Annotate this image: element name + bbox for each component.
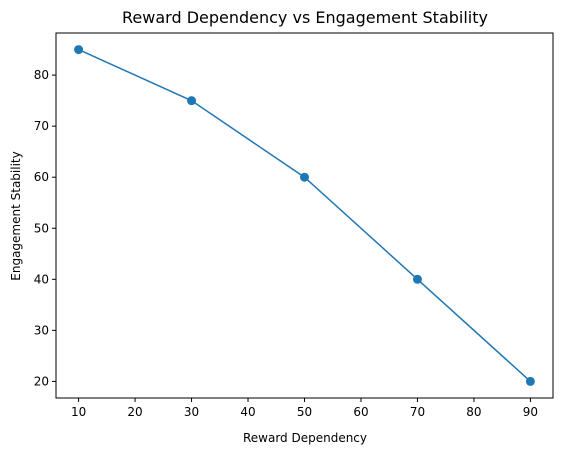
x-tick-label: 90: [523, 405, 538, 419]
x-tick-label: 30: [184, 405, 199, 419]
y-tick-label: 30: [34, 323, 49, 337]
data-point: [525, 376, 535, 386]
y-tick-label: 20: [34, 374, 49, 388]
x-tick-label: 10: [71, 405, 86, 419]
y-tick-label: 40: [34, 272, 49, 286]
x-tick-label: 50: [297, 405, 312, 419]
data-point: [300, 172, 309, 182]
x-axis-label: Reward Dependency: [243, 431, 367, 445]
y-tick-label: 70: [34, 119, 49, 133]
x-axis-ticks: 10 20 30 40 50 60 70 80 90: [71, 398, 538, 419]
x-tick-label: 20: [127, 405, 142, 419]
data-point: [412, 274, 422, 284]
data-point: [187, 96, 197, 106]
y-axis-label: Engagement Stability: [9, 151, 23, 280]
y-tick-label: 50: [34, 221, 49, 235]
y-axis-ticks: 20 30 40 50 60 70 80: [34, 68, 56, 388]
x-tick-label: 40: [240, 405, 255, 419]
y-tick-label: 60: [34, 170, 49, 184]
y-tick-label: 80: [34, 68, 49, 82]
x-tick-label: 70: [410, 405, 425, 419]
plot-area: [74, 45, 535, 386]
x-tick-label: 80: [466, 405, 481, 419]
data-point: [74, 45, 84, 55]
chart-title: Reward Dependency vs Engagement Stabilit…: [122, 8, 488, 27]
x-tick-label: 60: [353, 405, 368, 419]
